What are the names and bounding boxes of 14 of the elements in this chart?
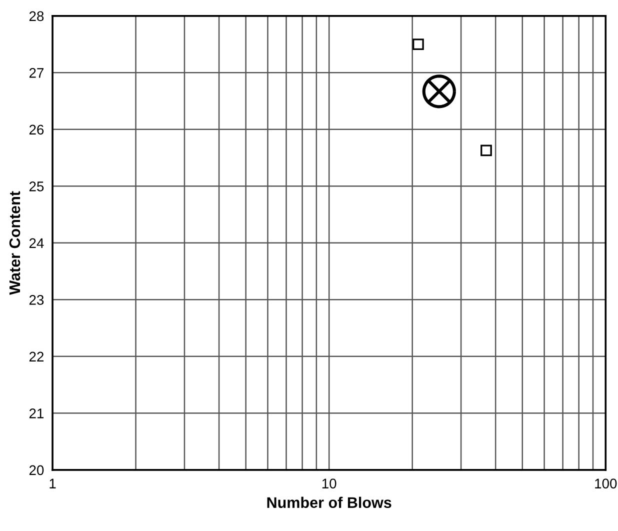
y-tick-label: 24 <box>29 238 44 248</box>
x-tick-label: 1 <box>50 478 56 488</box>
y-tick-label: 20 <box>29 465 44 476</box>
y-tick-label: 22 <box>29 352 44 362</box>
x-axis-title: Number of Blows <box>267 496 392 508</box>
y-axis-title: Water Content <box>9 191 20 295</box>
x-tick-label: 10 <box>322 478 336 488</box>
x-tick-label: 100 <box>595 478 617 488</box>
y-tick-label: 23 <box>29 295 44 305</box>
y-tick-label: 21 <box>29 408 44 418</box>
y-tick-label: 25 <box>29 182 44 192</box>
y-tick-label: 27 <box>29 68 44 78</box>
y-tick-label: 28 <box>29 11 44 22</box>
y-tick-label: 26 <box>29 124 44 135</box>
